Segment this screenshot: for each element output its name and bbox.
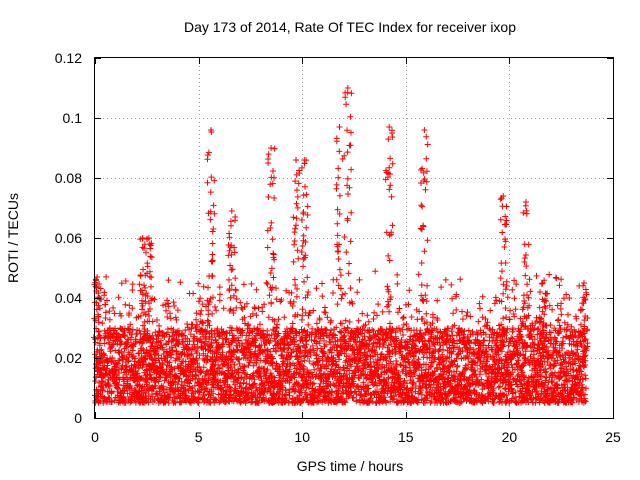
- y-axis-label: ROTI / TECUs: [5, 193, 21, 283]
- y-tick-label: 0.06: [55, 230, 82, 246]
- data-points: [90, 85, 591, 406]
- x-tick-label: 15: [398, 429, 414, 445]
- y-tick-label: 0: [74, 410, 82, 426]
- y-tick-label: 0.02: [55, 350, 82, 366]
- plot-frame: [94, 57, 614, 419]
- chart-title: Day 173 of 2014, Rate Of TEC Index for r…: [184, 19, 516, 35]
- y-tick-label: 0.1: [63, 110, 83, 126]
- y-tick-label: 0.04: [55, 290, 82, 306]
- y-tick-label: 0.12: [55, 50, 82, 66]
- x-tick-label: 25: [605, 429, 621, 445]
- axis-tick-labels: 0 5 10 15 20 25 0 0.02 0.04 0.06 0.08 0.1 0.12: [55, 50, 621, 445]
- data-point-markers: [90, 85, 591, 406]
- x-axis-label: GPS time / hours: [297, 458, 404, 474]
- x-tick-label: 5: [195, 429, 203, 445]
- x-tick-label: 20: [502, 429, 518, 445]
- x-tick-label: 0: [91, 429, 99, 445]
- x-tick-label: 10: [294, 429, 310, 445]
- y-tick-label: 0.08: [55, 170, 82, 186]
- axis-ticks: [95, 58, 614, 419]
